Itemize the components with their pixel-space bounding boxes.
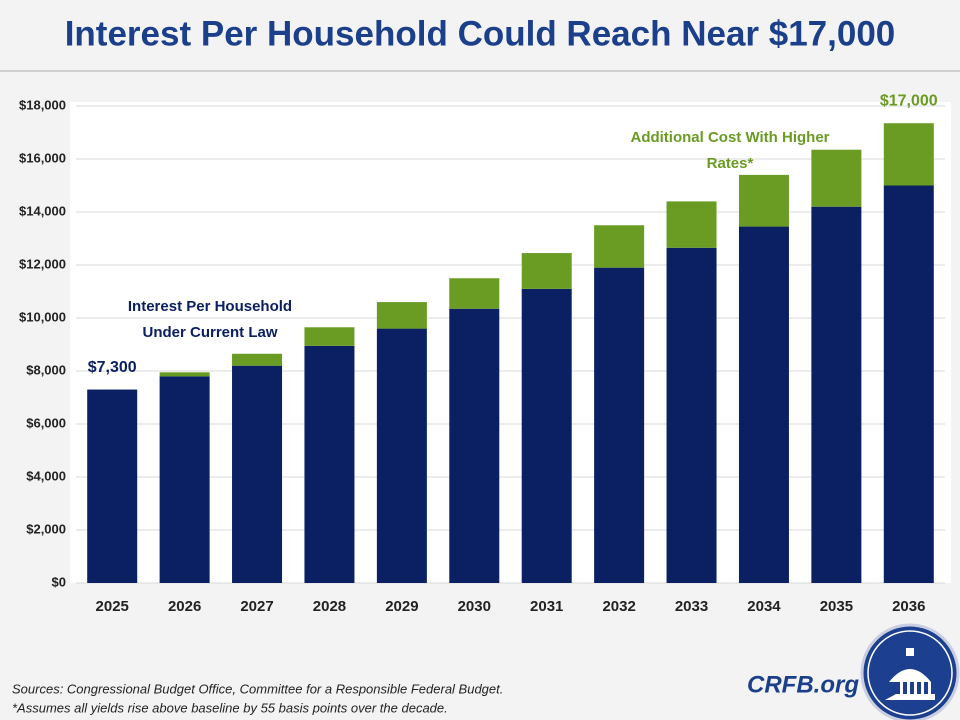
y-tick-label: $2,000 bbox=[26, 521, 66, 536]
bar-segment bbox=[811, 149, 862, 207]
y-tick-label: $0 bbox=[52, 574, 66, 589]
bar-segment bbox=[666, 201, 717, 248]
x-tick-label: 2025 bbox=[96, 598, 129, 615]
bar-segment bbox=[159, 376, 210, 583]
plot-area: $0 $2,000 $4,000 $6,000 $8,000 $10,000 $12,000… bbox=[19, 92, 951, 615]
bar-segment bbox=[883, 185, 934, 583]
annotation: $17,000 bbox=[880, 92, 938, 109]
chart-title: Interest Per Household Could Reach Near … bbox=[65, 14, 896, 53]
footnote: *Assumes all yields rise above baseline … bbox=[12, 700, 448, 715]
x-tick-label: 2032 bbox=[602, 598, 635, 615]
bar-segment bbox=[376, 328, 427, 583]
bar-segment bbox=[449, 308, 500, 583]
x-tick-label: 2031 bbox=[530, 598, 563, 615]
y-tick-label: $8,000 bbox=[26, 362, 66, 377]
sources: Sources: Congressional Budget Office, Co… bbox=[12, 681, 503, 696]
bar-segment bbox=[666, 247, 717, 583]
bar-segment bbox=[738, 226, 789, 583]
bar-segment bbox=[883, 123, 934, 186]
bar-segment bbox=[304, 327, 355, 346]
x-tick-label: 2026 bbox=[168, 598, 201, 615]
x-tick-label: 2035 bbox=[820, 598, 853, 615]
plot-background bbox=[70, 102, 951, 583]
title-rule bbox=[0, 70, 960, 72]
x-tick-label: 2030 bbox=[458, 598, 491, 615]
bar-segment bbox=[376, 302, 427, 329]
bar-segment bbox=[87, 389, 138, 583]
bar-segment bbox=[521, 253, 572, 289]
y-tick-label: $16,000 bbox=[19, 150, 66, 165]
bar-segment bbox=[594, 267, 645, 583]
y-tick-label: $18,000 bbox=[19, 97, 66, 112]
legend-entry: Additional Cost With Higher Rates* bbox=[630, 129, 830, 172]
y-tick-label: $10,000 bbox=[19, 309, 66, 324]
bar-segment bbox=[594, 225, 645, 268]
bar-segment bbox=[304, 345, 355, 583]
x-tick-label: 2027 bbox=[240, 598, 273, 615]
legend-label: Interest Per Household Under Current Law bbox=[127, 298, 293, 341]
y-tick-label: $6,000 bbox=[26, 415, 66, 430]
logo bbox=[860, 623, 960, 720]
brand: CRFB.org bbox=[747, 671, 859, 698]
bar-segment bbox=[159, 372, 210, 377]
x-tick-label: 2033 bbox=[675, 598, 708, 615]
x-tick-label: 2036 bbox=[892, 598, 925, 615]
bar-segment bbox=[232, 365, 283, 583]
x-tick-label: 2034 bbox=[747, 598, 781, 615]
x-tick-label: 2028 bbox=[313, 598, 346, 615]
legend-entry: Interest Per Household Under Current Law bbox=[127, 298, 293, 341]
y-tick-label: $4,000 bbox=[26, 468, 66, 483]
y-tick-label: $14,000 bbox=[19, 203, 66, 218]
bar-segment bbox=[738, 174, 789, 227]
y-tick-label: $12,000 bbox=[19, 256, 66, 271]
bar-segment bbox=[449, 278, 500, 309]
legend-label: Additional Cost With Higher Rates* bbox=[630, 129, 830, 172]
bar-segment bbox=[811, 206, 862, 583]
bar-segment bbox=[521, 288, 572, 583]
annotation: $7,300 bbox=[88, 359, 137, 376]
x-tick-label: 2029 bbox=[385, 598, 418, 615]
bar-segment bbox=[232, 353, 283, 366]
